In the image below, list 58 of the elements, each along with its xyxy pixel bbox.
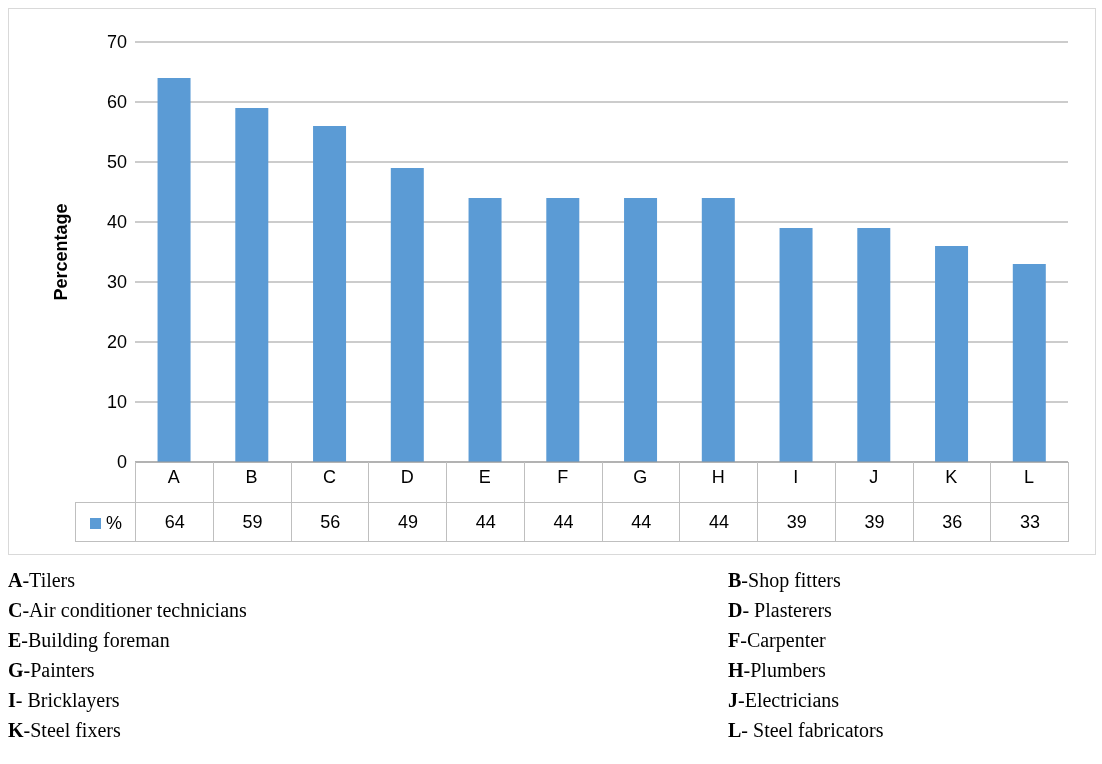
bar xyxy=(390,168,424,462)
data-label: 39 xyxy=(785,510,808,534)
bar xyxy=(313,126,347,462)
data-label: 44 xyxy=(630,510,653,534)
x-tick-label: D xyxy=(400,466,414,487)
bar xyxy=(468,198,502,462)
y-tick-label: 60 xyxy=(106,92,127,113)
data-label: 49 xyxy=(397,510,420,534)
bar xyxy=(1012,264,1046,462)
y-tick-label: 70 xyxy=(106,32,127,53)
x-tick-label: H xyxy=(711,466,725,487)
data-label: 36 xyxy=(941,510,964,534)
text: F-Carpenter xyxy=(728,629,827,654)
data-label: 56 xyxy=(319,510,342,534)
x-tick-label: L xyxy=(1024,466,1035,487)
bar xyxy=(235,108,269,462)
x-tick-label: B xyxy=(245,466,258,487)
y-tick-label: 30 xyxy=(106,272,127,293)
text: A-Tilers xyxy=(8,569,77,593)
x-tick-label: F xyxy=(557,466,569,487)
text: K-Steel fixers xyxy=(8,719,122,743)
text: B-Shop fitters xyxy=(728,569,842,594)
data-label: 44 xyxy=(474,510,497,534)
text: J-Electricians xyxy=(728,689,841,713)
x-tick-label: J xyxy=(869,466,879,487)
y-tick-label: 10 xyxy=(106,392,127,413)
x-tick-label: A xyxy=(167,466,180,487)
bar xyxy=(157,78,191,462)
bar xyxy=(779,228,813,462)
data-label: 33 xyxy=(1019,510,1042,534)
bar xyxy=(546,198,580,462)
text: I- Bricklayers xyxy=(8,689,121,714)
x-tick-label: I xyxy=(793,466,799,487)
data-label: 39 xyxy=(863,510,886,534)
text: D- Plasterers xyxy=(728,599,833,623)
bar xyxy=(701,198,735,462)
y-tick-label: 40 xyxy=(106,212,127,233)
x-tick-label: E xyxy=(478,466,491,487)
y-tick-label: 20 xyxy=(106,332,127,353)
data-label: 64 xyxy=(163,510,186,534)
x-tick-label: K xyxy=(945,466,958,487)
y-tick-label: 50 xyxy=(106,152,127,173)
legend-label: % xyxy=(105,512,122,534)
bar xyxy=(624,198,658,462)
text: L- Steel fabricators xyxy=(728,719,885,743)
data-label: 59 xyxy=(241,510,264,534)
y-axis-title: Percentage xyxy=(51,203,72,301)
text: H-Plumbers xyxy=(728,659,827,683)
x-tick-label: C xyxy=(322,466,336,487)
text: G-Painters xyxy=(8,659,96,683)
y-tick-label: 0 xyxy=(116,452,127,473)
bar xyxy=(857,228,891,462)
bar xyxy=(935,246,969,462)
data-label: 44 xyxy=(708,510,731,534)
text: E-Building foreman xyxy=(8,629,171,654)
text: C-Air conditioner technicians xyxy=(8,599,248,623)
data-label: 44 xyxy=(552,510,575,534)
x-tick-label: G xyxy=(633,466,648,487)
